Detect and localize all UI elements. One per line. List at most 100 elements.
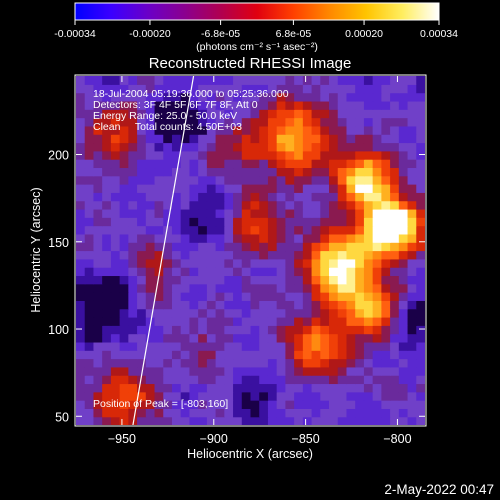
heatmap-cell <box>276 300 286 310</box>
heatmap-cell <box>206 358 217 368</box>
heatmap-cell <box>346 416 356 425</box>
heatmap-cell <box>337 383 348 393</box>
heatmap-cell <box>145 250 156 260</box>
heatmap-cell <box>381 184 391 193</box>
heatmap-cell <box>189 192 199 202</box>
heatmap-cell <box>355 76 365 85</box>
heatmap-cell <box>372 358 382 368</box>
heatmap-cell <box>84 400 95 409</box>
heatmap-cell <box>198 275 208 285</box>
heatmap-cell <box>346 242 356 252</box>
heatmap-cell <box>390 192 400 202</box>
heatmap-cell <box>320 383 330 393</box>
heatmap-cell <box>198 242 208 252</box>
heatmap-cell <box>110 267 121 277</box>
colorbar-tick-label: 6.8e-05 <box>276 28 312 40</box>
heatmap-cell <box>233 117 243 127</box>
heatmap-cell <box>407 84 417 94</box>
heatmap-cell <box>215 208 225 218</box>
heatmap-cell <box>154 358 164 368</box>
heatmap-cell <box>355 167 365 177</box>
heatmap-cell <box>206 283 217 293</box>
heatmap-cell <box>390 383 400 393</box>
heatmap-cell <box>372 208 382 218</box>
heatmap-cell <box>390 366 400 376</box>
heatmap-cell <box>110 275 121 285</box>
heatmap-cell <box>311 134 321 144</box>
heatmap-cell <box>302 134 313 144</box>
heatmap-cell <box>363 109 374 119</box>
heatmap-cell <box>84 292 95 301</box>
heatmap-cell <box>215 233 225 243</box>
heatmap-cell <box>128 167 138 177</box>
heatmap-cell <box>128 341 138 351</box>
heatmap-cell <box>337 358 348 368</box>
heatmap-cell <box>320 308 330 318</box>
heatmap-cell <box>250 350 260 360</box>
heatmap-cell <box>119 275 129 285</box>
heatmap-cell <box>171 258 182 268</box>
heatmap-cell <box>180 383 191 393</box>
heatmap-cell <box>145 375 156 385</box>
heatmap-cell <box>381 167 391 177</box>
heatmap-cell <box>84 358 95 368</box>
heatmap-cell <box>267 300 278 310</box>
heatmap-cell <box>311 358 321 368</box>
heatmap-cell <box>163 250 173 260</box>
heatmap-cell <box>76 233 86 243</box>
heatmap-cell <box>346 341 356 351</box>
heatmap-cell <box>102 84 112 94</box>
heatmap-cell <box>363 408 374 418</box>
heatmap-cell <box>285 267 295 277</box>
x-axis-label: Heliocentric X (arcsec) <box>187 447 313 461</box>
heatmap-cell <box>390 167 400 177</box>
heatmap-cell <box>346 117 356 127</box>
heatmap-cell <box>381 408 391 418</box>
heatmap-cell <box>119 283 129 293</box>
heatmap-cell <box>154 333 164 343</box>
heatmap-cell <box>137 358 147 368</box>
heatmap-cell <box>372 109 382 119</box>
heatmap-cell <box>76 142 86 152</box>
heatmap-cell <box>180 250 191 260</box>
heatmap-cell <box>259 184 269 193</box>
heatmap-cell <box>311 175 321 185</box>
heatmap-cell <box>76 308 86 318</box>
heatmap-cell <box>407 325 417 335</box>
heatmap-cell <box>398 275 409 285</box>
heatmap-cell <box>320 134 330 144</box>
heatmap-cell <box>102 142 112 152</box>
heatmap-cell <box>267 400 278 409</box>
heatmap-cell <box>198 383 208 393</box>
heatmap-cell <box>302 416 313 425</box>
heatmap-cell <box>154 208 164 218</box>
heatmap-cell <box>346 217 356 227</box>
heatmap-cell <box>329 192 339 202</box>
heatmap-cell <box>224 341 234 351</box>
heatmap-cell <box>267 233 278 243</box>
heatmap-cell <box>128 292 138 301</box>
heatmap-cell <box>189 76 199 85</box>
heatmap-cell <box>119 184 129 193</box>
heatmap-cell <box>137 242 147 252</box>
heatmap-cell <box>276 150 286 160</box>
heatmap-cell <box>302 283 313 293</box>
heatmap-cell <box>233 341 243 351</box>
heatmap-cell <box>163 375 173 385</box>
heatmap-cell <box>110 208 121 218</box>
heatmap-cell <box>84 100 95 110</box>
heatmap-cell <box>119 416 129 425</box>
heatmap-cell <box>390 233 400 243</box>
heatmap-cell <box>259 117 269 127</box>
heatmap-cell <box>189 416 199 425</box>
colorbar-tick-label: 0.00034 <box>420 28 458 40</box>
heatmap-cell <box>416 100 425 110</box>
heatmap-cell <box>84 308 95 318</box>
heatmap-cell <box>180 200 191 210</box>
heatmap-cell <box>215 125 225 135</box>
heatmap-cell <box>407 316 417 326</box>
heatmap-cell <box>241 117 252 127</box>
heatmap-cell <box>329 225 339 235</box>
heatmap-cell <box>84 200 95 210</box>
heatmap-cell <box>363 300 374 310</box>
